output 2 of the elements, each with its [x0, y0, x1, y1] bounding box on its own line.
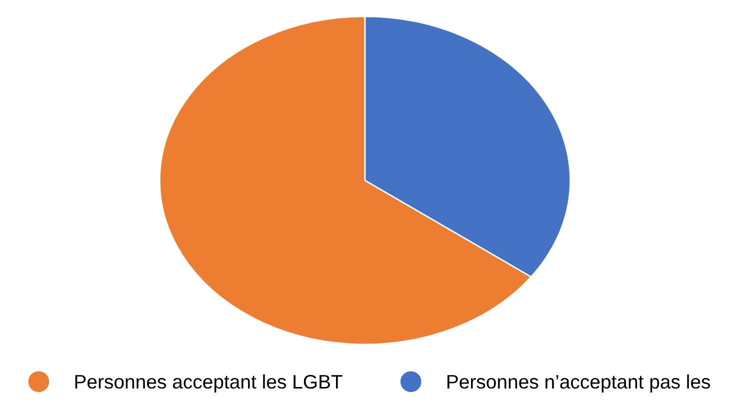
legend-label: Personnes acceptant les LGBT	[75, 374, 342, 392]
legend-label: Personnes n’acceptant pas les	[447, 374, 710, 392]
